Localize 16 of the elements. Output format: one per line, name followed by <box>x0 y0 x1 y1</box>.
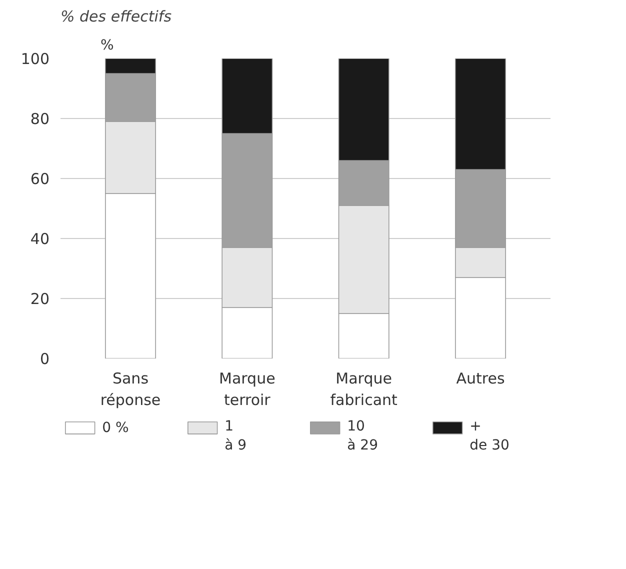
y-tick-label: 80 <box>30 110 50 128</box>
y-tick-label: 60 <box>30 170 50 188</box>
chart-title: % des effectifs <box>60 8 172 26</box>
legend-label: 1 à 9 <box>224 418 247 454</box>
y-tick-label: 100 <box>20 50 50 68</box>
y-tick-label: 0 <box>40 350 50 368</box>
x-tick-label: Autres <box>456 370 505 388</box>
y-tick-label: 40 <box>30 230 50 248</box>
x-tick-label: Marque fabricant <box>330 370 398 410</box>
x-tick-label: Sans réponse <box>100 370 161 410</box>
legend-label: 10 à 29 <box>347 418 378 454</box>
y-tick-label: 20 <box>30 290 50 308</box>
legend-label: 0 % <box>102 420 129 436</box>
legend-label: + de 30 <box>470 418 510 454</box>
y-axis-title: % <box>100 38 114 54</box>
x-tick-label: Marque terroir <box>219 370 276 410</box>
